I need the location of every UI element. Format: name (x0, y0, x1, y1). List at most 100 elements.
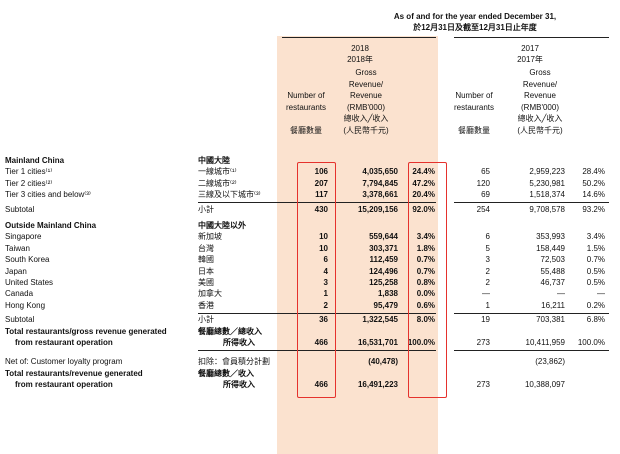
revenue-2017-header-line: Gross (529, 68, 551, 77)
revenue-2018: 95,479 (373, 300, 398, 310)
share-2018: 100.0% (407, 338, 435, 347)
revenue-2018: 303,371 (369, 243, 398, 253)
revenue-2018: 112,459 (369, 255, 398, 265)
revenue-2018: 125,258 (369, 278, 398, 287)
count-2018-header-line: Number of (287, 91, 325, 100)
count-2018: 3 (323, 278, 328, 287)
count-2017: 120 (476, 178, 490, 188)
row-label-en: Tier 3 cities and below⁽³⁾ (5, 190, 91, 200)
share-2017: 50.2% (582, 178, 605, 188)
share-2018: 0.0% (416, 289, 435, 299)
count-2018: 207 (314, 178, 328, 188)
row-label-en: Canada (5, 289, 34, 299)
row-label-zh: 小計 (198, 315, 214, 325)
revenue-2018-header-line: Revenue/ (348, 79, 384, 89)
count-2018: 4 (323, 266, 328, 276)
count-2017: 1 (485, 300, 490, 310)
table-rule (198, 312, 288, 314)
row-label-en: Subtotal (5, 204, 35, 214)
revenue-2017: 16,211 (541, 300, 565, 310)
share-2018: 3.4% (416, 232, 435, 242)
table-rule (198, 202, 288, 204)
revenue-2017: 2,959,223 (529, 167, 565, 177)
share-2018: 92.0% (412, 204, 435, 214)
count-2018-header-line: restaurants (285, 102, 327, 112)
count-2017: 2 (485, 278, 490, 287)
count-2017: 19 (481, 315, 490, 325)
revenue-2017-header-line: (RMB'000) (521, 102, 559, 112)
table-rule (198, 349, 288, 351)
year-2018: 2018 (351, 44, 369, 53)
row-label-zh: 日本 (198, 266, 214, 276)
revenue-2018-header-line: 總收入╱收入 (343, 114, 389, 123)
row-label-en: Singapore (5, 232, 42, 242)
share-2018: 20.4% (412, 190, 435, 200)
row-label-zh: 所得收入 (223, 380, 255, 390)
count-2018: 466 (314, 380, 328, 390)
revenue-2017: 353,993 (536, 232, 565, 242)
row-label-zh: 中國大陸 (198, 156, 230, 165)
count-2017: 5 (485, 243, 490, 253)
period-heading-en: As of and for the year ended December 31… (393, 12, 557, 21)
count-2018: 430 (314, 204, 328, 214)
revenue-2017: 46,737 (540, 278, 565, 287)
revenue-2018: 15,209,156 (357, 204, 398, 214)
revenue-2018-header-line: (人民幣千元) (343, 125, 389, 135)
count-2018: 466 (314, 338, 328, 347)
row-label-zh: 餐廳總數／總收入 (198, 326, 262, 336)
row-label-en: South Korea (5, 255, 50, 265)
share-2018: 0.8% (416, 278, 435, 287)
row-label-en: Japan (5, 266, 27, 276)
row-label-en: Hong Kong (5, 300, 46, 310)
table-rule (282, 312, 436, 314)
revenue-2018: 3,378,661 (362, 190, 398, 200)
row-label-zh: 餐廳總數／收入 (198, 368, 254, 378)
row-label-en: from restaurant operation (15, 338, 113, 347)
revenue-2017-header-line: Revenue/ (522, 79, 558, 89)
row-label-en: Mainland China (5, 156, 65, 165)
table-rule (454, 202, 609, 204)
row-label-en: Outside Mainland China (5, 221, 97, 230)
count-2018: 106 (314, 167, 328, 177)
count-2018: 6 (323, 255, 328, 265)
table-rule (282, 349, 436, 351)
share-2017: 14.6% (582, 190, 605, 200)
row-label-zh: 扣除：會員積分計劃 (198, 357, 270, 367)
row-label-zh: 韓國 (198, 255, 214, 265)
row-label-en: Total restaurants/revenue generated (5, 368, 143, 378)
count-2018: 36 (319, 315, 328, 325)
year-2017: 2017 (521, 44, 539, 53)
count-2018: 10 (319, 232, 328, 242)
row-label-zh: 三線及以下城市⁽³⁾ (198, 190, 261, 200)
revenue-2018: 124,496 (369, 266, 398, 276)
revenue-2017: 10,388,097 (524, 380, 565, 390)
row-label-en: Taiwan (5, 243, 30, 253)
row-label-zh: 新加坡 (198, 232, 222, 242)
count-2017-header-line: Number of (455, 91, 493, 100)
count-2017: 6 (485, 232, 490, 242)
count-2017: 2 (485, 266, 490, 276)
count-2017-header-line: restaurants (453, 102, 495, 112)
row-label-zh: 香港 (198, 300, 214, 310)
row-label-en: Subtotal (5, 315, 35, 325)
revenue-2018-header-line: Gross (355, 68, 377, 77)
count-2017: 3 (485, 255, 490, 265)
share-2017: 1.5% (586, 243, 605, 253)
revenue-2018: 16,491,223 (357, 380, 398, 390)
share-2018: 24.4% (412, 167, 435, 177)
share-2018: 8.0% (416, 315, 435, 325)
revenue-2018: 1,838 (377, 289, 398, 299)
share-2017: 6.8% (586, 315, 605, 325)
row-label-zh: 所得收入 (223, 338, 255, 347)
share-2017: 0.7% (586, 255, 605, 265)
share-2017: 0.5% (586, 278, 605, 287)
row-label-zh: 一線城市⁽¹⁾ (198, 167, 237, 177)
share-2018: 47.2% (412, 178, 435, 188)
share-2017: 100.0% (577, 338, 605, 347)
revenue-2018: 559,644 (369, 232, 398, 242)
revenue-2017: 1,518,374 (529, 190, 565, 200)
revenue-2018: 16,531,701 (357, 338, 398, 347)
share-2018: 1.8% (416, 243, 435, 253)
year-2018-zh: 2018年 (347, 55, 373, 64)
count-2017: 273 (476, 380, 490, 390)
